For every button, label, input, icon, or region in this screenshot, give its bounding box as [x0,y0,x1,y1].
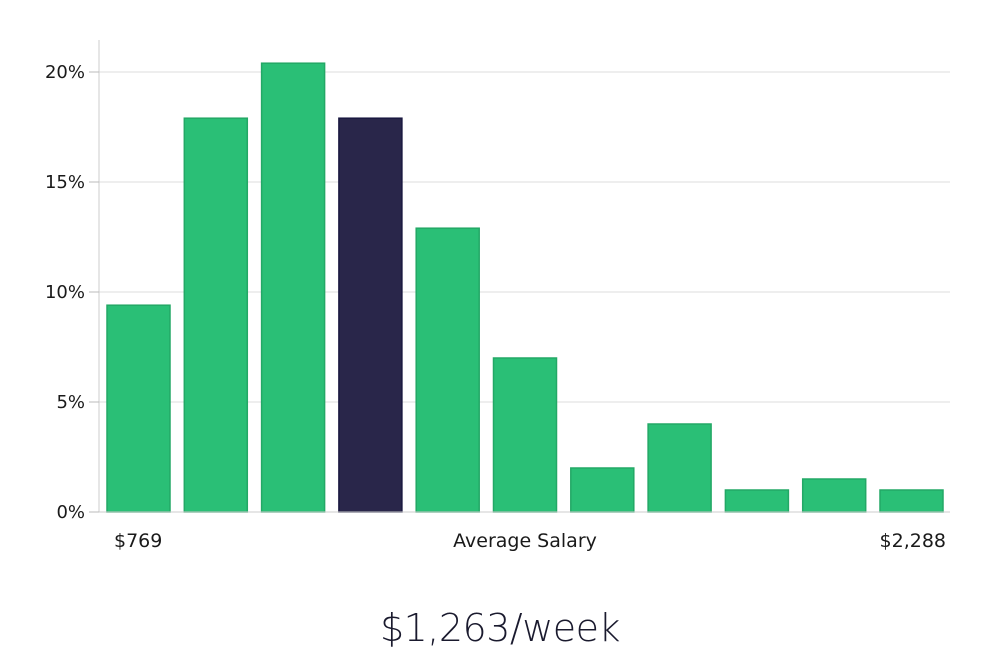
bar [879,489,944,513]
bar [183,117,249,513]
bar [492,357,558,513]
bar [260,62,326,513]
x-center-label: Average Salary [453,530,597,552]
bar [570,467,635,513]
x-max-label: $2,288 [880,530,946,552]
bar [647,423,712,513]
bar [415,227,480,513]
y-tick-label: 0% [56,502,85,523]
y-tick-label: 15% [45,172,85,193]
bar [801,478,867,513]
bar [106,304,171,513]
bar-highlighted [338,117,403,513]
salary-histogram: 0% 5% 10% 15% 20% $769 Average Salary $2,288 [45,40,950,552]
y-tick-label: 10% [45,282,85,303]
salary-headline: $1,263/week [379,606,621,650]
y-tick-label: 5% [56,392,85,413]
x-min-label: $769 [114,530,162,552]
y-tick-label: 20% [45,62,85,83]
bar [724,489,790,513]
y-tick-labels: 0% 5% 10% 15% 20% [45,62,99,523]
bars [106,62,944,513]
